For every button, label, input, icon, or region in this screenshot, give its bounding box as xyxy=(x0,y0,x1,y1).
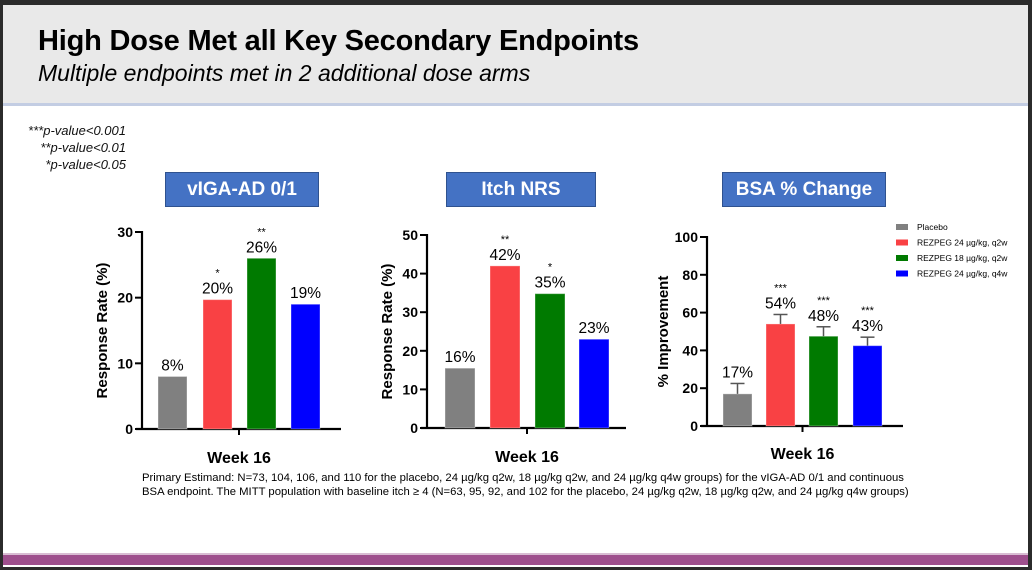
bar-rezpeg-1 xyxy=(489,265,521,429)
data-label: 20% xyxy=(202,281,233,298)
data-label: 17% xyxy=(722,364,753,381)
data-label: 43% xyxy=(852,318,883,335)
significance-marker: *** xyxy=(861,305,875,317)
data-label: 48% xyxy=(808,308,839,325)
slide-title: High Dose Met all Key Secondary Endpoint… xyxy=(38,25,639,57)
data-label: 19% xyxy=(290,285,321,302)
significance-marker: ** xyxy=(257,226,266,238)
legend-swatch xyxy=(896,255,908,261)
bar-rezpeg-2 xyxy=(246,257,277,430)
bar-rezpeg-3 xyxy=(290,303,321,430)
y-tick-label: 0 xyxy=(125,421,133,437)
legend-entry: REZPEG 18 µg/kg, q2w xyxy=(917,253,1008,263)
footnote-line: Primary Estimand: N=73, 104, 106, and 11… xyxy=(142,472,904,484)
y-tick-label: 100 xyxy=(675,229,699,245)
y-axis-title: Response Rate (%) xyxy=(94,263,111,399)
bar-rezpeg-2 xyxy=(534,293,566,429)
chart-title-bsa: BSA % Change xyxy=(722,172,886,207)
legend-entry: Placebo xyxy=(917,222,948,232)
y-axis-title: % Improvement xyxy=(655,276,672,388)
legend-swatch xyxy=(896,270,908,277)
bar-rezpeg-3 xyxy=(852,345,883,427)
legend-swatch xyxy=(896,239,908,246)
y-tick-label: 30 xyxy=(402,304,418,320)
y-tick-label: 40 xyxy=(682,342,698,358)
legend-entry: REZPEG 24 µg/kg, q2w xyxy=(917,238,1008,248)
y-tick-label: 10 xyxy=(402,381,418,397)
chart-title-viga: vIGA-AD 0/1 xyxy=(165,172,319,207)
significance-legend-item: *p-value<0.05 xyxy=(45,157,126,172)
significance-marker: *** xyxy=(774,282,788,294)
significance-marker: *** xyxy=(817,295,831,307)
bar-rezpeg-3 xyxy=(578,338,610,429)
y-tick-label: 0 xyxy=(410,420,418,436)
bar-placebo xyxy=(157,375,188,430)
y-tick-label: 10 xyxy=(117,355,133,371)
significance-legend-item: ***p-value<0.001 xyxy=(28,123,126,138)
significance-marker: * xyxy=(548,262,553,274)
slide-header: High Dose Met all Key Secondary Endpoint… xyxy=(3,5,1028,106)
data-label: 8% xyxy=(161,357,184,374)
data-label: 35% xyxy=(534,275,565,292)
data-label: 16% xyxy=(444,349,475,366)
y-tick-label: 60 xyxy=(682,305,698,321)
significance-legend: ***p-value<0.001 **p-value<0.01 *p-value… xyxy=(13,122,126,173)
x-axis-title: Week 16 xyxy=(207,450,271,467)
slide-subtitle: Multiple endpoints met in 2 additional d… xyxy=(38,60,531,86)
y-tick-label: 20 xyxy=(682,380,698,396)
legend-swatch xyxy=(896,224,908,230)
y-tick-label: 20 xyxy=(402,343,418,359)
y-tick-label: 20 xyxy=(117,290,133,306)
y-tick-label: 30 xyxy=(117,224,133,240)
x-axis-title: Week 16 xyxy=(771,446,835,463)
data-label: 54% xyxy=(765,295,796,312)
significance-marker: ** xyxy=(501,234,510,246)
data-label: 23% xyxy=(578,320,609,337)
bar-rezpeg-1 xyxy=(202,299,233,430)
slide: High Dose Met all Key Secondary Endpoint… xyxy=(3,5,1028,567)
footnote-line: BSA endpoint. The MITT population with b… xyxy=(142,486,909,498)
significance-legend-item: **p-value<0.01 xyxy=(40,140,126,155)
x-axis-title: Week 16 xyxy=(495,449,559,466)
bottom-accent-bar xyxy=(3,553,1028,565)
chart-title-itch: Itch NRS xyxy=(446,172,596,207)
bar-rezpeg-1 xyxy=(765,323,796,427)
bar-rezpeg-2 xyxy=(808,335,839,427)
y-tick-label: 0 xyxy=(690,418,698,434)
y-tick-label: 50 xyxy=(402,227,418,243)
footnote: Primary Estimand: N=73, 104, 106, and 11… xyxy=(142,471,909,499)
bar-placebo xyxy=(722,393,753,427)
y-tick-label: 80 xyxy=(682,267,698,283)
data-label: 42% xyxy=(489,247,520,264)
y-axis-title: Response Rate (%) xyxy=(379,264,396,400)
bar-placebo xyxy=(444,367,476,429)
significance-marker: * xyxy=(215,268,220,280)
legend-entry: REZPEG 24 µg/kg, q4w xyxy=(917,269,1008,279)
y-tick-label: 40 xyxy=(402,266,418,282)
data-label: 26% xyxy=(246,239,277,256)
